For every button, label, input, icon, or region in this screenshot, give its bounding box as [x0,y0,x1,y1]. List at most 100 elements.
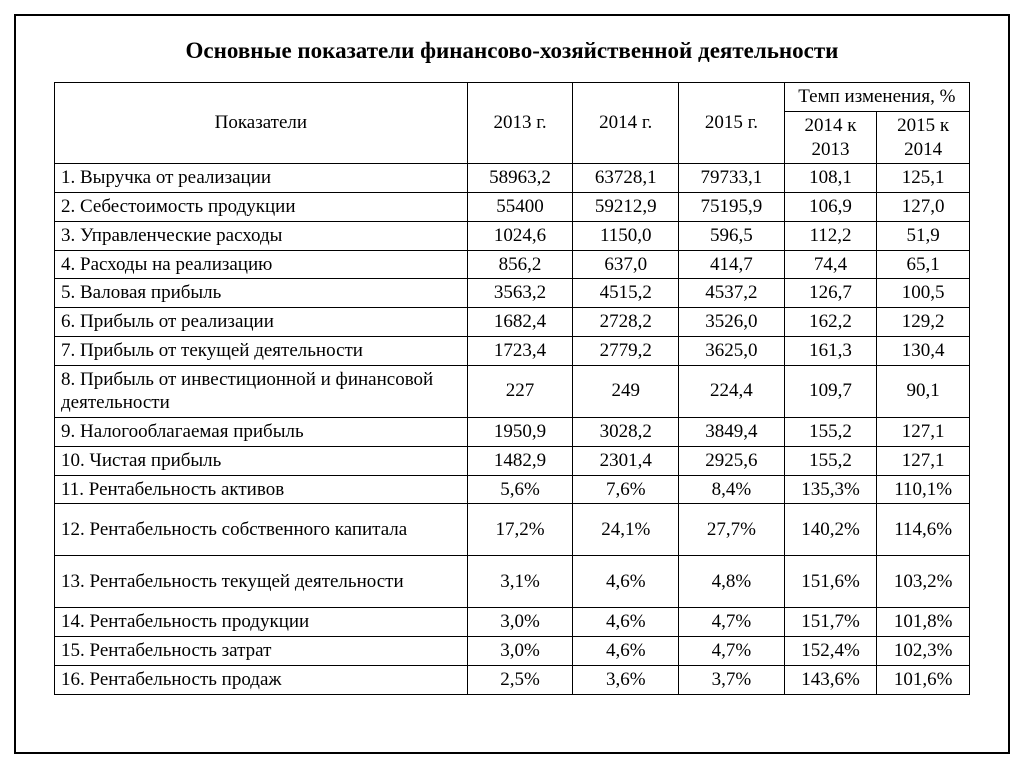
cell-2014: 63728,1 [573,164,679,193]
cell-change-15-14: 127,1 [877,446,970,475]
cell-indicator: 7. Прибыль от текущей деятельности [55,336,468,365]
cell-2014: 24,1% [573,504,679,556]
cell-2013: 55400 [467,193,573,222]
table-row: 5. Валовая прибыль3563,24515,24537,2126,… [55,279,970,308]
cell-change-15-14: 101,6% [877,665,970,694]
cell-2014: 249 [573,365,679,418]
cell-indicator: 5. Валовая прибыль [55,279,468,308]
cell-2013: 1723,4 [467,336,573,365]
cell-change-14-13: 155,2 [784,446,877,475]
cell-change-15-14: 101,8% [877,608,970,637]
cell-2015: 2925,6 [679,446,785,475]
cell-2013: 3,1% [467,556,573,608]
col-header-2013: 2013 г. [467,83,573,164]
cell-2015: 414,7 [679,250,785,279]
cell-change-15-14: 100,5 [877,279,970,308]
cell-2015: 3526,0 [679,308,785,337]
cell-indicator: 3. Управленческие расходы [55,221,468,250]
cell-indicator: 12. Рентабельность собственного капитала [55,504,468,556]
cell-2015: 3,7% [679,665,785,694]
cell-2015: 75195,9 [679,193,785,222]
cell-change-14-13: 151,6% [784,556,877,608]
cell-change-15-14: 51,9 [877,221,970,250]
table-row: 14. Рентабельность продукции3,0%4,6%4,7%… [55,608,970,637]
cell-2013: 5,6% [467,475,573,504]
table-header: Показатели 2013 г. 2014 г. 2015 г. Темп … [55,83,970,164]
table-row: 11. Рентабельность активов5,6%7,6%8,4%13… [55,475,970,504]
cell-change-15-14: 114,6% [877,504,970,556]
cell-change-15-14: 103,2% [877,556,970,608]
cell-2015: 27,7% [679,504,785,556]
table-row: 9. Налогооблагаемая прибыль1950,93028,23… [55,418,970,447]
cell-2013: 3563,2 [467,279,573,308]
page-frame: Основные показатели финансово-хозяйствен… [14,14,1010,754]
cell-indicator: 9. Налогооблагаемая прибыль [55,418,468,447]
cell-2014: 4515,2 [573,279,679,308]
financial-indicators-table: Показатели 2013 г. 2014 г. 2015 г. Темп … [54,82,970,695]
col-header-change-14-13: 2014 к 2013 [784,111,877,164]
col-header-2015: 2015 г. [679,83,785,164]
cell-change-14-13: 108,1 [784,164,877,193]
table-row: 15. Рентабельность затрат3,0%4,6%4,7%152… [55,637,970,666]
cell-change-14-13: 161,3 [784,336,877,365]
table-row: 13. Рентабельность текущей деятельности3… [55,556,970,608]
cell-change-15-14: 130,4 [877,336,970,365]
cell-2014: 2728,2 [573,308,679,337]
table-row: 8. Прибыль от инвестиционной и финансово… [55,365,970,418]
cell-change-14-13: 140,2% [784,504,877,556]
col-header-indicators: Показатели [55,83,468,164]
cell-change-14-13: 143,6% [784,665,877,694]
col-header-2014: 2014 г. [573,83,679,164]
cell-change-14-13: 126,7 [784,279,877,308]
cell-2015: 8,4% [679,475,785,504]
cell-2015: 596,5 [679,221,785,250]
cell-indicator: 1. Выручка от реализации [55,164,468,193]
col-header-change-group: Темп изменения, % [784,83,969,112]
cell-2014: 3,6% [573,665,679,694]
cell-change-14-13: 109,7 [784,365,877,418]
table-row: 2. Себестоимость продукции5540059212,975… [55,193,970,222]
cell-change-15-14: 90,1 [877,365,970,418]
cell-indicator: 2. Себестоимость продукции [55,193,468,222]
cell-change-14-13: 112,2 [784,221,877,250]
cell-indicator: 16. Рентабельность продаж [55,665,468,694]
cell-indicator: 13. Рентабельность текущей деятельности [55,556,468,608]
cell-2013: 58963,2 [467,164,573,193]
cell-change-14-13: 151,7% [784,608,877,637]
cell-indicator: 8. Прибыль от инвестиционной и финансово… [55,365,468,418]
cell-2015: 4537,2 [679,279,785,308]
cell-2013: 1950,9 [467,418,573,447]
cell-2014: 59212,9 [573,193,679,222]
cell-indicator: 10. Чистая прибыль [55,446,468,475]
cell-2014: 4,6% [573,637,679,666]
cell-change-14-13: 155,2 [784,418,877,447]
cell-2013: 856,2 [467,250,573,279]
cell-indicator: 15. Рентабельность затрат [55,637,468,666]
cell-change-15-14: 127,1 [877,418,970,447]
table-row: 12. Рентабельность собственного капитала… [55,504,970,556]
cell-change-14-13: 106,9 [784,193,877,222]
cell-2014: 2301,4 [573,446,679,475]
cell-2013: 3,0% [467,637,573,666]
cell-indicator: 14. Рентабельность продукции [55,608,468,637]
cell-2015: 79733,1 [679,164,785,193]
cell-2013: 1682,4 [467,308,573,337]
cell-2013: 3,0% [467,608,573,637]
cell-2014: 4,6% [573,608,679,637]
cell-2014: 637,0 [573,250,679,279]
cell-2013: 1024,6 [467,221,573,250]
cell-2014: 4,6% [573,556,679,608]
cell-change-15-14: 102,3% [877,637,970,666]
cell-2013: 227 [467,365,573,418]
cell-2013: 17,2% [467,504,573,556]
cell-2014: 3028,2 [573,418,679,447]
cell-change-14-13: 152,4% [784,637,877,666]
table-row: 6. Прибыль от реализации1682,42728,23526… [55,308,970,337]
cell-change-14-13: 135,3% [784,475,877,504]
cell-indicator: 4. Расходы на реализацию [55,250,468,279]
cell-change-15-14: 127,0 [877,193,970,222]
content-area: Основные показатели финансово-хозяйствен… [16,16,1008,695]
cell-2013: 1482,9 [467,446,573,475]
cell-indicator: 11. Рентабельность активов [55,475,468,504]
page-title: Основные показатели финансово-хозяйствен… [54,38,970,64]
